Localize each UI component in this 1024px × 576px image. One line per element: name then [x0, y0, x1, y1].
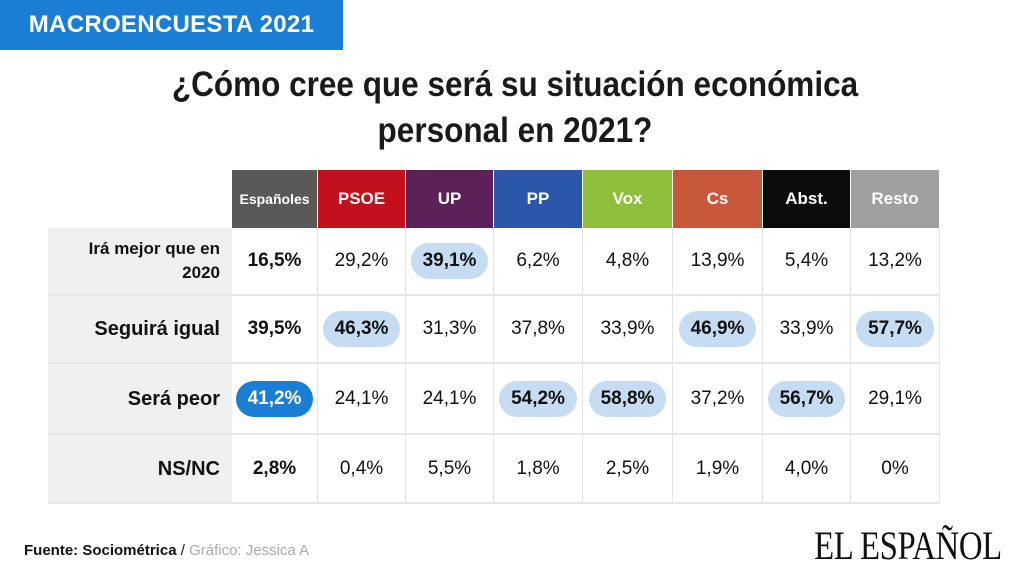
- highlighted-value: 46,9%: [678, 311, 757, 347]
- table-cell: 13,9%: [673, 228, 763, 294]
- column-header-psoe: PSOE: [318, 170, 406, 228]
- highlighted-value: 46,3%: [322, 311, 401, 347]
- cell-value: 16,5%: [247, 250, 302, 271]
- cell-value: 13,9%: [690, 250, 745, 271]
- column-header-españoles: Españoles: [232, 170, 318, 228]
- section-badge: MACROENCUESTA 2021: [0, 0, 343, 50]
- table-cell: 5,5%: [406, 435, 494, 502]
- cell-value: 6,2%: [516, 250, 560, 271]
- table-cell: 31,3%: [406, 296, 494, 362]
- table-cell: 56,7%: [763, 364, 851, 433]
- table-cell: 33,9%: [763, 296, 851, 362]
- column-header-resto: Resto: [851, 170, 940, 228]
- footer-separator: /: [176, 542, 190, 559]
- highlighted-value: 54,2%: [499, 380, 577, 417]
- cell-value: 37,2%: [690, 387, 745, 409]
- table-cell: 41,2%: [232, 364, 318, 433]
- table-cell: 58,8%: [583, 364, 673, 433]
- table-cell: 1,9%: [673, 435, 763, 502]
- highlighted-value: 41,2%: [235, 380, 314, 417]
- column-header-up: UP: [406, 170, 494, 228]
- highlighted-value: 39,1%: [410, 243, 489, 279]
- table-cell: 29,2%: [318, 228, 406, 294]
- el-espanol-logo: EL ESPAÑOL: [814, 523, 1002, 568]
- table-cell: 16,5%: [232, 228, 318, 294]
- column-header-vox: Vox: [583, 170, 673, 228]
- cell-value: 31,3%: [422, 318, 477, 339]
- cell-value: 29,1%: [868, 387, 922, 409]
- table-cell: 33,9%: [583, 296, 673, 362]
- highlighted-value: 57,7%: [856, 311, 934, 347]
- highlighted-value: 56,7%: [767, 380, 846, 417]
- cell-value: 1,9%: [695, 457, 740, 479]
- cell-value: 0%: [881, 457, 909, 479]
- table-cell: 24,1%: [406, 364, 494, 433]
- table-header-row: Españoles PSOE UP PP Vox Cs Abst. Resto: [48, 170, 940, 228]
- row-label: Seguirá igual: [48, 296, 232, 362]
- table-cell: 29,1%: [851, 364, 940, 433]
- table-cell: 2,8%: [232, 435, 318, 502]
- row-label: Será peor: [48, 364, 232, 433]
- row-label-text: Será peor: [127, 387, 220, 410]
- cell-value: 1,8%: [516, 457, 560, 479]
- table-cell: 1,8%: [494, 435, 583, 502]
- table-cell: 0%: [851, 435, 940, 502]
- row-label-text: NS/NC: [157, 457, 220, 480]
- table-cell: 5,4%: [763, 228, 851, 294]
- cell-value: 24,1%: [422, 387, 477, 409]
- cell-value: 4,0%: [784, 457, 829, 479]
- cell-value: 39,5%: [247, 318, 302, 339]
- row-label: NS/NC: [48, 435, 232, 502]
- table-row: Seguirá igual 39,5% 46,3% 31,3% 37,8% 33,9% 46…: [48, 296, 940, 364]
- table-cell: 2,5%: [583, 435, 673, 502]
- table-cell: 37,8%: [494, 296, 583, 362]
- table-row: Irá mejor que en 2020 16,5% 29,2% 39,1% 6,2%…: [48, 228, 940, 296]
- table-row: NS/NC 2,8% 0,4% 5,5% 1,8% 2,5% 1,9% 4,0% 0%: [48, 435, 940, 504]
- column-header-abst: Abst.: [763, 170, 851, 228]
- table-cell: 13,2%: [851, 228, 940, 294]
- table-cell: 0,4%: [318, 435, 406, 502]
- table-cell: 4,0%: [763, 435, 851, 502]
- column-header-cs: Cs: [673, 170, 763, 228]
- cell-value: 5,5%: [427, 457, 472, 479]
- cell-value: 0,4%: [339, 457, 384, 479]
- source-text: Fuente: Sociométrica: [24, 542, 177, 559]
- table-row: Será peor 41,2% 24,1% 24,1% 54,2% 58,8% 37,2% 5…: [48, 364, 940, 435]
- row-label: Irá mejor que en 2020: [48, 228, 232, 294]
- cell-value: 5,4%: [784, 250, 829, 271]
- table-cell: 6,2%: [494, 228, 583, 294]
- table-body: Irá mejor que en 2020 16,5% 29,2% 39,1% 6,2%…: [48, 228, 940, 504]
- cell-value: 33,9%: [600, 318, 655, 339]
- cell-value: 37,8%: [511, 318, 565, 339]
- table-cell: 4,8%: [583, 228, 673, 294]
- page-title: ¿Cómo cree que será su situación económi…: [171, 65, 859, 150]
- table-cell: 24,1%: [318, 364, 406, 433]
- cell-value: 4,8%: [605, 250, 650, 271]
- column-header-pp: PP: [494, 170, 583, 228]
- cell-value: 13,2%: [868, 250, 922, 271]
- row-label-text: Seguirá igual: [94, 318, 220, 340]
- table-cell: 57,7%: [851, 296, 940, 362]
- cell-value: 2,8%: [252, 457, 297, 479]
- cell-value: 2,5%: [605, 457, 650, 479]
- cell-value: 33,9%: [779, 318, 834, 339]
- row-label-text: Irá mejor que en 2020: [88, 239, 220, 282]
- footer: Fuente: Sociométrica / Gráfico: Jessica …: [24, 542, 309, 559]
- highlighted-value: 58,8%: [588, 380, 667, 417]
- table-cell: 46,3%: [318, 296, 406, 362]
- table-cell: 39,5%: [232, 296, 318, 362]
- credit-text: Gráfico: Jessica A: [189, 542, 310, 559]
- cell-value: 24,1%: [334, 387, 389, 409]
- results-table: Españoles PSOE UP PP Vox Cs Abst. Resto Irá mej…: [48, 170, 940, 504]
- table-cell: 39,1%: [406, 228, 494, 294]
- cell-value: 29,2%: [334, 250, 389, 271]
- table-cell: 37,2%: [673, 364, 763, 433]
- table-cell: 54,2%: [494, 364, 583, 433]
- table-cell: 46,9%: [673, 296, 763, 362]
